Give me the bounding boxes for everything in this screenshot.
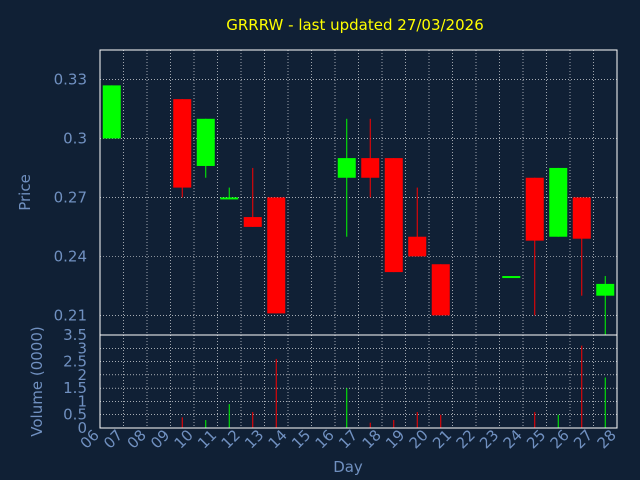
candle-body: [102, 85, 121, 139]
volume-y-tick-label: 3: [77, 339, 87, 357]
candle-body: [525, 177, 544, 241]
candle-body: [173, 99, 192, 188]
volume-y-tick-label: 3.5: [63, 326, 87, 344]
volume-axis-label: Volume (0000): [28, 326, 46, 436]
price-y-tick-label: 0.21: [54, 306, 87, 324]
volume-y-tick-label: 0: [77, 419, 87, 437]
candle-body: [549, 167, 568, 237]
volume-y-tick-label: 0.5: [63, 406, 87, 424]
x-axis-label: Day: [333, 458, 363, 476]
x-tick-labels: 0607080910111213141516171819202122232425…: [77, 426, 620, 452]
price-y-tick-label: 0.24: [54, 247, 87, 265]
price-axis-label: Price: [16, 174, 34, 211]
candle-body: [220, 197, 239, 200]
price-y-tick-label: 0.33: [54, 70, 87, 88]
candle-body: [596, 283, 615, 296]
volume-panel-frame: [99, 334, 618, 429]
candle-body: [431, 264, 450, 316]
candle-body: [502, 276, 521, 279]
volume-y-tick-label: 2: [77, 366, 87, 384]
volume-y-tick-labels: 00.511.522.533.5: [63, 326, 87, 437]
price-y-tick-label: 0.27: [54, 188, 87, 206]
candle-body: [337, 158, 356, 178]
volume-bars: [181, 345, 606, 428]
candle-body: [572, 197, 591, 239]
candle-body: [408, 236, 427, 257]
candle-body: [361, 158, 380, 178]
candle-body: [196, 118, 215, 166]
price-gridlines: [99, 50, 618, 335]
candle-body: [267, 197, 286, 314]
chart-title: GRRRW - last updated 27/03/2026: [226, 16, 483, 34]
volume-y-tick-label: 2.5: [63, 353, 87, 371]
volume-y-tick-label: 1.5: [63, 379, 87, 397]
candle-body: [243, 217, 262, 227]
candle-body: [384, 158, 403, 273]
price-y-tick-label: 0.3: [63, 129, 87, 147]
candles: [102, 85, 615, 335]
price-y-tick-labels: 0.21 0.24 0.27 0.3 0.33: [54, 70, 87, 324]
volume-y-tick-label: 1: [77, 392, 87, 410]
